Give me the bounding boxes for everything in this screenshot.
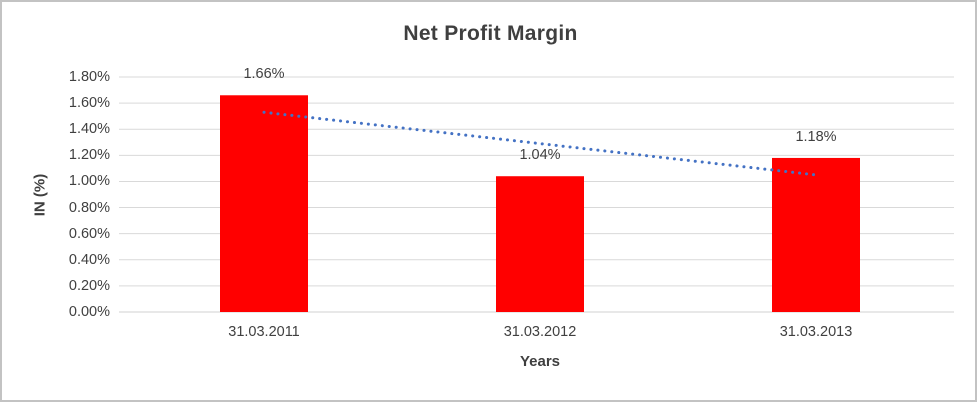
x-tick-label: 31.03.2013 bbox=[779, 324, 853, 340]
bar-31.03.2011 bbox=[220, 95, 308, 313]
y-tick-label: 0.80% bbox=[68, 199, 110, 216]
y-tick-label: 0.20% bbox=[68, 277, 110, 294]
x-tick-label: 31.03.2011 bbox=[228, 324, 300, 340]
bar-value-label: 1.66% bbox=[243, 66, 285, 83]
bar-value-label: 1.18% bbox=[795, 128, 837, 145]
x-tick-label: 31.03.2012 bbox=[503, 324, 577, 340]
y-tick-label: 0.60% bbox=[68, 225, 110, 242]
bar-value-label: 1.04% bbox=[519, 147, 561, 164]
bar-31.03.2013 bbox=[772, 157, 860, 312]
y-tick-label: 0.00% bbox=[68, 304, 110, 320]
trendline bbox=[262, 110, 818, 177]
bar-31.03.2012 bbox=[496, 176, 584, 312]
chart-title: Net Profit Margin bbox=[403, 22, 578, 45]
y-tick-label: 1.40% bbox=[68, 121, 110, 138]
x-axis-title: Years bbox=[519, 353, 561, 370]
y-tick-label: 1.80% bbox=[68, 69, 110, 85]
y-tick-label: 1.00% bbox=[68, 173, 110, 190]
y-tick-label: 0.40% bbox=[68, 251, 110, 268]
y-tick-label: 1.60% bbox=[68, 95, 110, 112]
y-tick-label: 1.20% bbox=[68, 147, 110, 164]
